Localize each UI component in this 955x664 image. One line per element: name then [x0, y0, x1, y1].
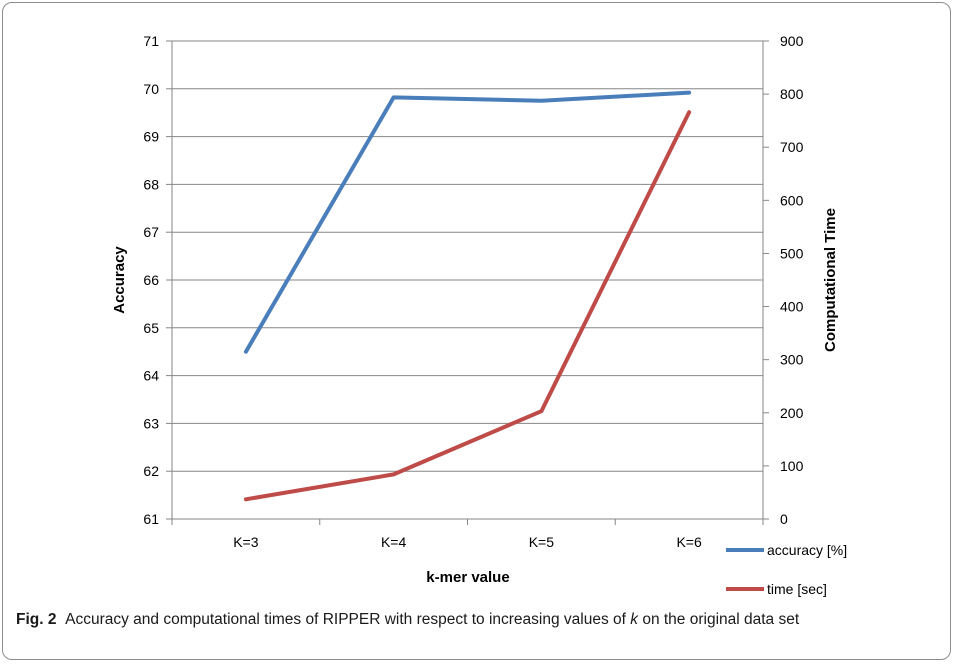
right-tick-label: 0 — [780, 511, 788, 527]
left-tick-label: 70 — [143, 81, 159, 97]
right-axis-ticks: 0 100 200 300 400 500 600 700 800 900 — [763, 33, 804, 527]
right-tick-label: 700 — [780, 139, 804, 155]
x-tick-label: K=3 — [233, 534, 259, 550]
chart: 61 62 63 64 65 66 67 68 69 70 71 0 100 200 300 400 500 6… — [111, 33, 847, 597]
left-tick-label: 68 — [143, 176, 159, 192]
legend-label: accuracy [%] — [767, 542, 847, 558]
left-tick-label: 61 — [143, 511, 159, 527]
right-tick-label: 200 — [780, 405, 804, 421]
right-tick-label: 400 — [780, 299, 804, 315]
caption-text-before: Accuracy and computational times of RIPP… — [65, 611, 631, 628]
legend-label: time [sec] — [767, 581, 827, 597]
series-line-accuracy — [243, 90, 692, 354]
right-tick-label: 800 — [780, 86, 804, 102]
x-axis-title: k-mer value — [426, 569, 509, 586]
left-tick-label: 65 — [143, 320, 159, 336]
left-axis-ticks: 61 62 63 64 65 66 67 68 69 70 71 — [143, 33, 172, 527]
left-axis-title: Accuracy — [111, 246, 128, 314]
x-tick-label: K=6 — [676, 534, 702, 550]
caption-label: Fig. 2 — [16, 611, 57, 628]
right-axis-title: Computational Time — [822, 208, 839, 352]
left-tick-label: 63 — [143, 415, 159, 431]
legend: accuracy [%] time [sec] — [726, 542, 847, 597]
left-tick-label: 71 — [143, 33, 159, 49]
caption-variable: k — [630, 611, 639, 628]
right-tick-label: 900 — [780, 33, 804, 49]
right-tick-label: 500 — [780, 245, 804, 261]
left-tick-label: 64 — [143, 368, 159, 384]
x-tick-label: K=4 — [381, 534, 407, 550]
left-tick-label: 67 — [143, 224, 159, 240]
figure-caption: Fig. 2 Accuracy and computational times … — [16, 609, 936, 630]
series-lines — [243, 90, 692, 502]
x-axis-ticks: K=3 K=4 K=5 K=6 — [171, 519, 764, 550]
right-tick-label: 600 — [780, 192, 804, 208]
right-tick-label: 300 — [780, 352, 804, 368]
x-tick-label: K=5 — [529, 534, 555, 550]
left-tick-label: 62 — [143, 463, 159, 479]
series-line-time — [243, 110, 692, 502]
left-tick-label: 69 — [143, 129, 159, 145]
right-tick-label: 100 — [780, 458, 804, 474]
left-tick-label: 66 — [143, 272, 159, 288]
caption-text-after: on the original data set — [638, 611, 800, 628]
grid — [172, 40, 763, 520]
